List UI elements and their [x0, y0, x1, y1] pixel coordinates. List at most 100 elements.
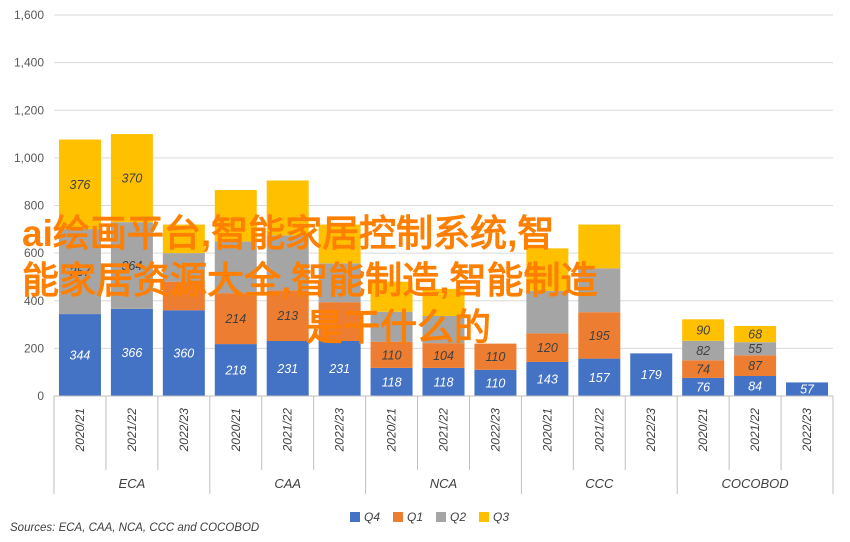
data-label: 57 [800, 383, 815, 397]
bar-segment-q2 [214, 241, 257, 294]
data-label: 68 [748, 328, 762, 342]
data-label: 231 [328, 362, 350, 376]
data-label: 213 [276, 309, 298, 323]
data-label: 55 [748, 342, 762, 356]
data-label: 118 [382, 375, 402, 389]
legend-swatch [350, 512, 360, 522]
x-tick-label: 2022/23 [644, 408, 658, 453]
overlay-line-3: 是干什么的 [306, 307, 491, 348]
x-group-label: CCC [585, 476, 614, 491]
x-axis: 2020/21 2021/22 2022/23 2020/21 2021/22 2022/… [53, 395, 834, 494]
x-tick-label: 2021/22 [748, 408, 762, 453]
bar-segment-q1 [266, 290, 309, 341]
legend-swatch [393, 512, 403, 522]
bar-segment-q3 [214, 190, 257, 242]
bar-segment-q4 [474, 369, 517, 396]
y-tick-label: 1,200 [14, 103, 44, 117]
bar-segment-q1 [682, 360, 725, 378]
y-tick-label: 0 [37, 389, 44, 403]
legend-swatch [479, 512, 489, 522]
x-tick-label: 2020/21 [696, 408, 710, 452]
bar-segment-q4 [162, 310, 205, 396]
bar-segment-q3 [578, 224, 621, 269]
x-group-label: CAA [274, 476, 301, 491]
bar-segment-q4 [110, 308, 153, 396]
x-tick-label: 2022/23 [800, 408, 814, 453]
data-label: 118 [434, 375, 454, 389]
bar-segment-q3 [318, 224, 361, 264]
bar-segment-q1 [422, 343, 465, 368]
x-tick-label: 2020/21 [540, 408, 554, 452]
data-label: 84 [748, 379, 762, 393]
bar-segment-q2 [318, 263, 361, 303]
legend-label: Q3 [493, 510, 509, 524]
bar-segment-q2 [422, 315, 465, 344]
y-tick-label: 600 [24, 246, 44, 260]
data-label: 82 [696, 344, 710, 358]
bar-segment-q2 [266, 235, 309, 291]
legend: Q4 Q1 Q2 Q3 [350, 510, 509, 524]
bars: 344 357 376 366 364 370 360 218 214 231 213 231 118 1… [58, 134, 829, 397]
data-label: 143 [537, 372, 558, 386]
y-tick-label: 400 [24, 294, 44, 308]
bar-segment-q4 [318, 340, 361, 396]
data-label: 157 [589, 371, 611, 385]
data-label: 110 [485, 376, 505, 390]
bar-segment-q1 [526, 333, 569, 362]
y-tick-label: 1,000 [14, 151, 44, 165]
bar-segment-q1 [370, 341, 413, 368]
data-label: 344 [70, 349, 91, 363]
bar-segment-q4 [630, 353, 673, 396]
source-note: Sources: ECA, CAA, NCA, CCC and COCOBOD [10, 522, 259, 534]
x-tick-label: 2021/22 [592, 408, 606, 453]
bar-segment-q3 [370, 281, 413, 312]
data-label: 87 [748, 359, 763, 373]
legend-label: Q4 [364, 510, 380, 524]
x-tick-label: 2022/23 [488, 408, 502, 453]
bar-segment-q2 [110, 222, 153, 309]
y-tick-label: 1,600 [14, 8, 44, 22]
data-label: 90 [696, 324, 710, 338]
x-tick-label: 2021/22 [437, 408, 451, 453]
bar-segment-q2 [162, 253, 205, 282]
bar-segment-q2 [370, 311, 413, 342]
bar-segment-q4 [266, 340, 309, 396]
bar-segment-q2 [526, 290, 569, 334]
bar-segment-q4 [682, 377, 725, 396]
data-label: 74 [696, 363, 710, 377]
data-label: 370 [121, 172, 142, 186]
bar-segment-q3 [58, 139, 101, 230]
x-group-label: NCA [430, 476, 457, 491]
overlay-line-1: ai绘画平台,智能家居控制系统,智 [22, 213, 554, 254]
x-tick-label: 2020/21 [229, 408, 243, 452]
bar-segment-q4 [422, 367, 465, 396]
x-tick-label: 2020/21 [73, 408, 87, 452]
y-tick-label: 200 [24, 341, 44, 355]
bar-segment-q1 [734, 355, 777, 376]
bar-segment-q3 [110, 134, 153, 223]
bar-segment-q3 [422, 288, 465, 316]
x-group-label: ECA [119, 476, 146, 491]
y-tick-label: 800 [24, 199, 44, 213]
bar-segment-q4 [370, 367, 413, 396]
y-tick-label: 1,400 [14, 56, 44, 70]
data-label: 231 [276, 362, 298, 376]
x-tick-label: 2020/21 [385, 408, 399, 452]
data-label: 366 [121, 346, 142, 360]
data-label: 120 [537, 341, 558, 355]
bar-segment-q2 [734, 342, 777, 356]
legend-swatch [436, 512, 446, 522]
bar-segment-q3 [266, 180, 309, 236]
x-tick-label: 2022/23 [177, 408, 191, 453]
data-label: 110 [485, 350, 505, 364]
bar-segment-q4 [786, 382, 829, 396]
bar-segment-q3 [734, 325, 777, 343]
bar-segment-q1 [214, 293, 257, 345]
bar-segment-q2 [58, 229, 101, 315]
bar-segment-q1 [578, 312, 621, 359]
data-label: 195 [589, 329, 610, 343]
data-label: 179 [641, 368, 662, 382]
data-label: 376 [70, 178, 91, 192]
bar-segment-q3 [162, 224, 205, 254]
